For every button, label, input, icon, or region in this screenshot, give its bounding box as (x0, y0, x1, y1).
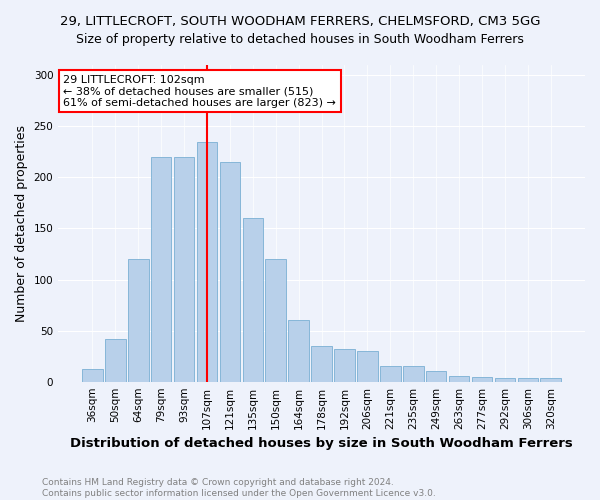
Bar (82, 370, 103, 382)
Bar (289, 320, 309, 382)
Text: Size of property relative to detached houses in South Woodham Ferrers: Size of property relative to detached ho… (76, 32, 524, 46)
X-axis label: Distribution of detached houses by size in South Woodham Ferrers: Distribution of detached houses by size … (70, 437, 573, 450)
Bar (220, 162, 240, 382)
Bar (426, 372, 446, 382)
Y-axis label: Number of detached properties: Number of detached properties (15, 125, 28, 322)
Bar (472, 376, 493, 382)
Bar (105, 339, 125, 382)
Bar (311, 346, 332, 382)
Text: Contains HM Land Registry data © Crown copyright and database right 2024.
Contai: Contains HM Land Registry data © Crown c… (42, 478, 436, 498)
Bar (357, 351, 378, 382)
Bar (151, 157, 172, 382)
Bar (494, 378, 515, 382)
Bar (174, 157, 194, 382)
Bar (128, 259, 149, 382)
Bar (449, 376, 469, 382)
Bar (518, 378, 538, 382)
Bar (197, 142, 217, 382)
Text: 29 LITTLECROFT: 102sqm
← 38% of detached houses are smaller (515)
61% of semi-de: 29 LITTLECROFT: 102sqm ← 38% of detached… (64, 74, 337, 108)
Text: 29, LITTLECROFT, SOUTH WOODHAM FERRERS, CHELMSFORD, CM3 5GG: 29, LITTLECROFT, SOUTH WOODHAM FERRERS, … (60, 15, 540, 28)
Bar (334, 349, 355, 382)
Bar (380, 366, 401, 382)
Bar (541, 378, 561, 382)
Bar (242, 218, 263, 382)
Bar (265, 259, 286, 382)
Bar (403, 366, 424, 382)
